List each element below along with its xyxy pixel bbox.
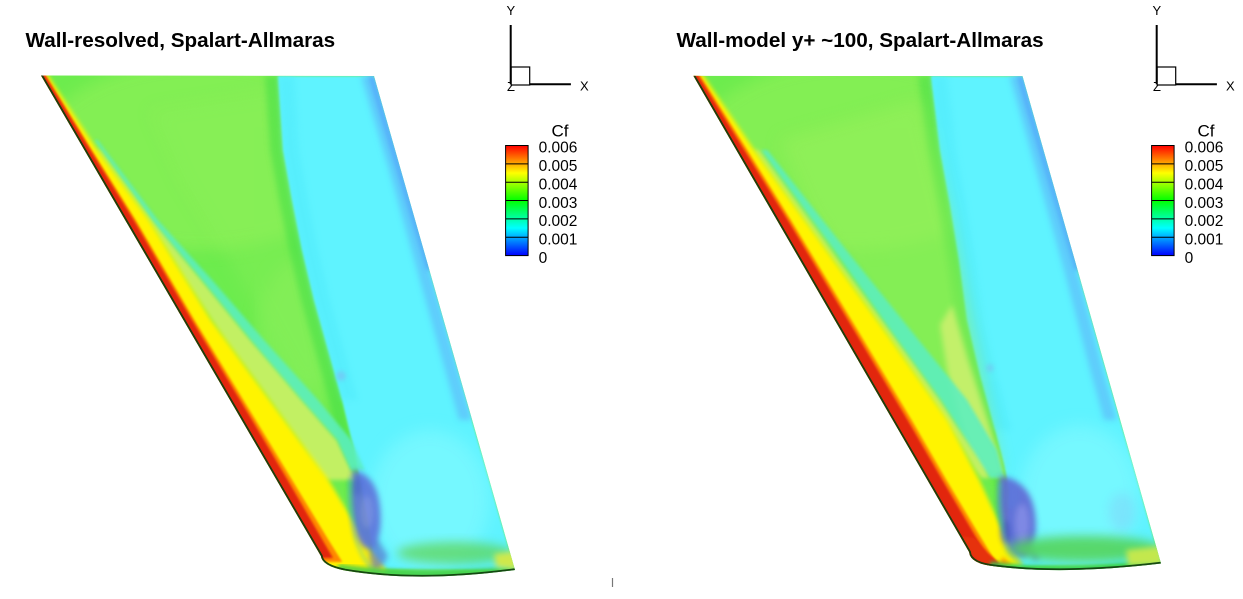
svg-text:0.006: 0.006 xyxy=(539,140,578,157)
svg-text:0.005: 0.005 xyxy=(539,158,578,175)
svg-text:Wall-resolved, Spalart-Allmara: Wall-resolved, Spalart-Allmaras xyxy=(26,29,336,52)
svg-text:0: 0 xyxy=(539,250,548,267)
svg-text:0.005: 0.005 xyxy=(1185,158,1224,175)
svg-text:0.001: 0.001 xyxy=(539,231,578,248)
svg-text:0.004: 0.004 xyxy=(539,176,578,193)
svg-text:Z: Z xyxy=(1153,79,1161,94)
svg-text:0.001: 0.001 xyxy=(1185,231,1224,248)
svg-text:Y: Y xyxy=(507,3,516,18)
svg-text:0.003: 0.003 xyxy=(1185,195,1224,212)
svg-text:Y: Y xyxy=(1153,3,1162,18)
svg-text:X: X xyxy=(580,79,589,94)
svg-text:0.002: 0.002 xyxy=(539,213,578,230)
svg-text:0.004: 0.004 xyxy=(1185,176,1224,193)
svg-text:X: X xyxy=(1226,79,1235,94)
svg-text:Wall-model y+ ~100, Spalart-Al: Wall-model y+ ~100, Spalart-Allmaras xyxy=(677,29,1044,52)
svg-text:Cf: Cf xyxy=(552,122,569,141)
svg-text:0: 0 xyxy=(1185,250,1194,267)
svg-text:0.002: 0.002 xyxy=(1185,213,1224,230)
svg-text:0.006: 0.006 xyxy=(1185,140,1224,157)
svg-text:0.003: 0.003 xyxy=(539,195,578,212)
svg-text:Z: Z xyxy=(507,79,515,94)
svg-text:Cf: Cf xyxy=(1198,122,1215,141)
